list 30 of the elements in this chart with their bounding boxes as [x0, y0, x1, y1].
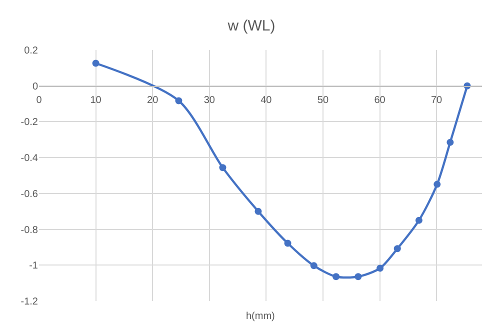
- x-tick-label: 50: [317, 94, 329, 106]
- x-tick-label: 60: [374, 94, 386, 106]
- point: [446, 138, 454, 146]
- x-axis-title: h(mm): [246, 311, 275, 322]
- x-tick-label: 70: [430, 94, 443, 106]
- point: [394, 245, 401, 252]
- point: [415, 216, 422, 224]
- y-tick-label: 0: [32, 81, 38, 92]
- point: [175, 97, 182, 104]
- point: [354, 273, 362, 280]
- y-tick-label: -1.2: [20, 296, 38, 308]
- point: [92, 60, 100, 67]
- y-tick-label: -1: [29, 260, 38, 272]
- y-tick-label: 0.2: [24, 46, 38, 56]
- point: [332, 273, 340, 280]
- point: [376, 264, 384, 272]
- x-tick-label: 10: [90, 94, 102, 106]
- y-tick-label: -0.6: [20, 188, 38, 200]
- x-tick-label: 30: [204, 94, 216, 106]
- point: [284, 240, 292, 247]
- y-tick-label: -0.8: [20, 224, 38, 236]
- chart-title: w (WL): [226, 18, 276, 35]
- point: [434, 180, 441, 188]
- y-tick-label: -0.2: [20, 117, 38, 128]
- point: [310, 262, 318, 270]
- x-tick-label: 20: [147, 94, 159, 106]
- x-tick-label: 40: [260, 94, 272, 106]
- point: [219, 164, 226, 172]
- point: [254, 208, 262, 215]
- y-tick-label: -0.4: [20, 153, 38, 164]
